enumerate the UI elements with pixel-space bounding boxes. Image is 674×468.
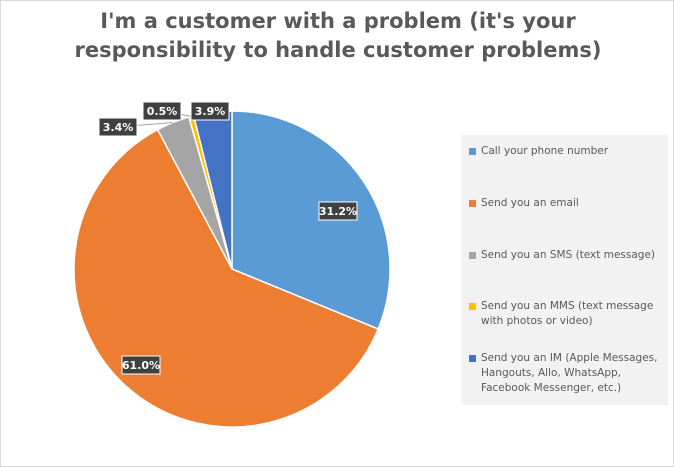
legend-label-sms: Send you an SMS (text message) <box>481 249 656 261</box>
legend-item-mms: Send you an MMS (text message with photo… <box>469 299 663 329</box>
chart-title-line-1: I'm a customer with a problem (it's your <box>100 9 576 33</box>
data-label-im: 3.9% <box>190 101 230 121</box>
legend-label-email: Send you an email <box>481 197 579 209</box>
data-label-text-mms: 0.5% <box>147 105 178 118</box>
pie-slice-phone <box>231 110 391 330</box>
data-label-text-phone: 31.2% <box>319 205 357 218</box>
pie-slice-email <box>73 128 380 428</box>
legend-label-phone: Call your phone number <box>481 145 609 157</box>
legend: Call your phone number Send you an email… <box>461 135 668 405</box>
data-label-text-email: 61.0% <box>122 359 160 372</box>
legend-swatch-email <box>469 200 476 207</box>
legend-label-mms: Send you an MMS (text message with photo… <box>481 300 654 327</box>
legend-item-email: Send you an email <box>469 196 663 211</box>
data-label-box-sms <box>98 117 138 137</box>
data-label-box-mms <box>142 101 182 121</box>
data-label-sms: 3.4% <box>98 117 138 137</box>
legend-item-phone: Call your phone number <box>469 144 663 159</box>
data-label-phone: 31.2% <box>318 201 358 221</box>
legend-swatch-phone <box>469 148 476 155</box>
chart-title-line-2: responsibility to handle customer proble… <box>74 38 602 62</box>
data-label-mms: 0.5% <box>142 101 182 121</box>
legend-swatch-sms <box>469 252 476 259</box>
data-label-box-im <box>190 101 230 121</box>
data-label-text-im: 3.9% <box>195 105 226 118</box>
chart-title: I'm a customer with a problem (it's your… <box>1 7 674 65</box>
legend-swatch-im <box>469 355 476 362</box>
data-label-text-sms: 3.4% <box>103 121 134 134</box>
data-label-box-email <box>121 355 161 375</box>
legend-label-im: Send you an IM (Apple Messages, Hangouts… <box>481 352 658 394</box>
legend-item-sms: Send you an SMS (text message) <box>469 248 663 263</box>
data-label-email: 61.0% <box>121 355 161 375</box>
legend-item-im: Send you an IM (Apple Messages, Hangouts… <box>469 351 663 396</box>
data-label-box-phone <box>318 201 358 221</box>
legend-swatch-mms <box>469 303 476 310</box>
